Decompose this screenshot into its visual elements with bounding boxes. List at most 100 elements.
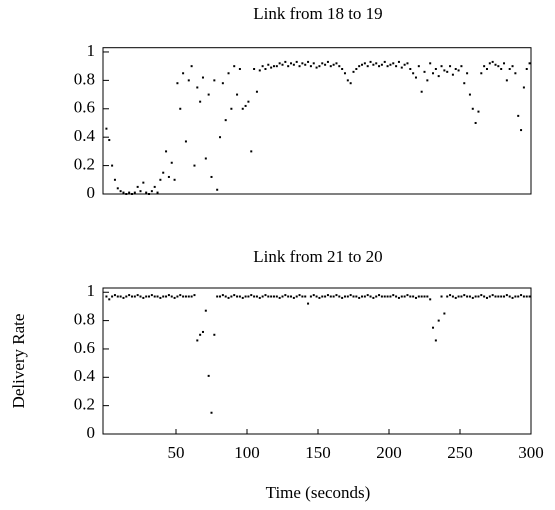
point	[343, 295, 346, 298]
point	[341, 68, 344, 71]
point	[457, 295, 460, 298]
point	[483, 295, 486, 298]
point	[463, 294, 466, 297]
point	[190, 295, 193, 298]
y-tick-label: 0	[87, 423, 96, 442]
y-tick-label: 0.8	[74, 69, 95, 88]
point	[210, 175, 213, 178]
point	[505, 79, 508, 82]
point	[113, 178, 116, 181]
point	[520, 294, 523, 297]
point	[213, 333, 216, 336]
point	[255, 295, 258, 298]
point	[307, 60, 310, 63]
point	[494, 295, 497, 298]
point	[349, 294, 352, 297]
point	[335, 62, 338, 65]
point	[292, 296, 295, 299]
point	[150, 190, 153, 193]
point	[284, 60, 287, 63]
point	[412, 72, 415, 75]
point	[355, 295, 358, 298]
point	[250, 294, 253, 297]
point	[165, 295, 168, 298]
point	[417, 295, 420, 298]
point	[366, 294, 369, 297]
point	[372, 63, 375, 66]
point	[153, 185, 156, 188]
point	[122, 296, 125, 299]
point	[111, 295, 114, 298]
point	[162, 171, 165, 174]
point	[326, 60, 329, 63]
point	[139, 295, 142, 298]
point	[434, 68, 437, 71]
point	[511, 296, 514, 299]
point	[429, 62, 432, 65]
point	[236, 93, 239, 96]
point	[199, 100, 202, 103]
point	[517, 114, 520, 117]
point	[466, 295, 469, 298]
point	[352, 70, 355, 73]
point	[395, 65, 398, 68]
point	[324, 295, 327, 298]
point	[383, 60, 386, 63]
point	[366, 65, 369, 68]
point	[500, 68, 503, 71]
point	[378, 65, 381, 68]
point	[258, 296, 261, 299]
point	[145, 295, 148, 298]
point	[111, 164, 114, 167]
point	[392, 62, 395, 65]
point	[395, 295, 398, 298]
point	[278, 296, 281, 299]
point	[236, 295, 239, 298]
point	[511, 65, 514, 68]
x-tick-label: 50	[168, 443, 185, 462]
point	[156, 191, 159, 194]
point	[440, 295, 443, 298]
point	[301, 295, 304, 298]
point	[128, 294, 131, 297]
point	[261, 65, 264, 68]
y-tick-label: 0.2	[74, 395, 95, 414]
point	[272, 65, 275, 68]
chart-title: Link from 21 to 20	[253, 247, 382, 266]
point	[116, 187, 119, 190]
y-tick-label: 0.4	[74, 366, 96, 385]
point	[267, 63, 270, 66]
point	[199, 333, 202, 336]
point	[483, 65, 486, 68]
point	[153, 295, 156, 298]
point	[156, 295, 159, 298]
point	[165, 150, 168, 153]
point	[525, 295, 528, 298]
point	[247, 295, 250, 298]
point	[295, 295, 298, 298]
point	[264, 294, 267, 297]
point	[466, 72, 469, 75]
point	[113, 294, 116, 297]
point	[443, 312, 446, 315]
point	[173, 296, 176, 299]
point	[491, 60, 494, 63]
point	[446, 70, 449, 73]
point	[372, 296, 375, 299]
point	[361, 295, 364, 298]
point	[193, 294, 196, 297]
point	[420, 295, 423, 298]
point	[480, 294, 483, 297]
point	[474, 295, 477, 298]
plot-frame	[102, 287, 532, 435]
point	[508, 295, 511, 298]
point	[167, 294, 170, 297]
point	[304, 295, 307, 298]
x-axis-label: Time (seconds)	[266, 483, 371, 502]
point	[463, 82, 466, 85]
point	[380, 295, 383, 298]
y-tick-label: 0.6	[74, 98, 95, 117]
point	[230, 295, 233, 298]
